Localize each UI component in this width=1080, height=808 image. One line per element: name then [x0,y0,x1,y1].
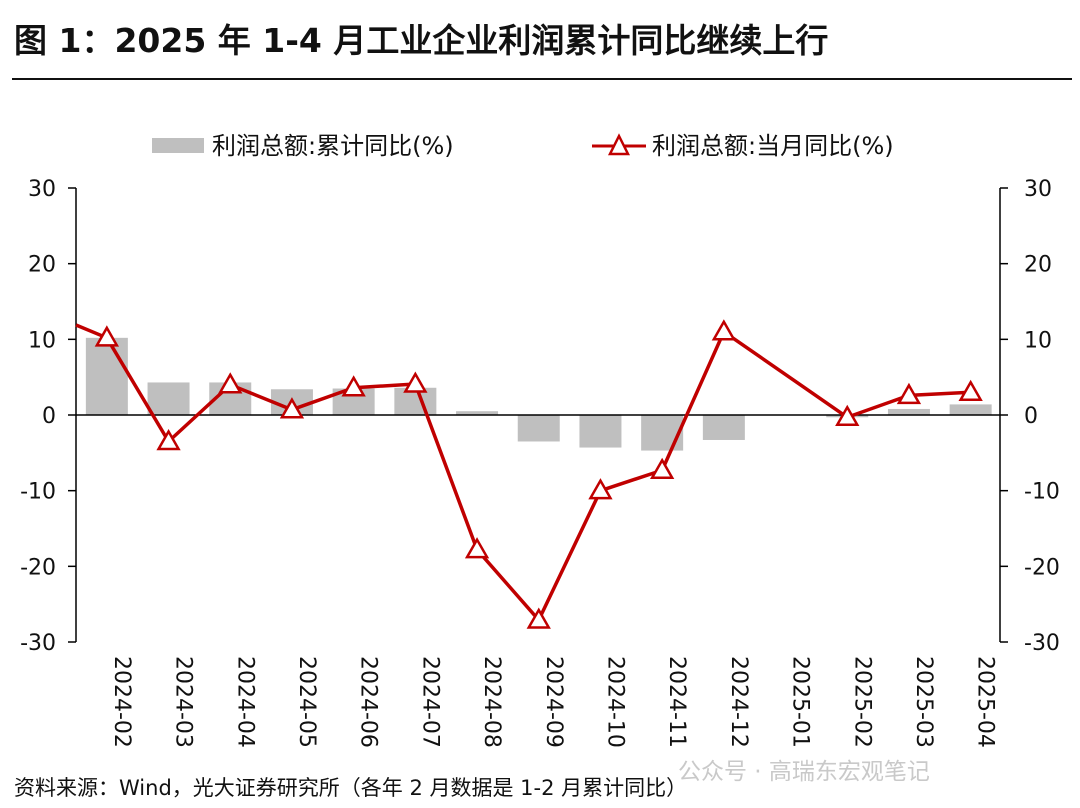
legend: 利润总额:累计同比(%) 利润总额:当月同比(%) [152,132,894,160]
line-point [341,375,366,397]
legend-line-marker [607,133,631,156]
bar [949,404,992,415]
line-point [835,404,860,427]
chart-title: 图 1：2025 年 1-4 月工业企业利润累计同比继续上行 [14,21,829,60]
x-tick-label: 2024-05 [294,656,319,748]
x-tick-label: 2024-11 [664,656,689,748]
y-tick-label-right: -30 [1024,631,1060,656]
line-point [403,371,428,393]
legend-bar-label: 利润总额:累计同比(%) [212,132,454,160]
x-tick-label: 2024-10 [602,656,627,748]
line-point [279,397,305,419]
y-tick-label-left: 0 [42,404,56,429]
bar [85,337,128,415]
watermark: 公众号 · 高瑞东宏观笔记 [678,759,930,785]
bar [517,415,560,442]
line-point [218,372,243,394]
line-point [588,478,613,500]
x-tick-label: 2025-01 [788,656,813,748]
line-point [711,319,737,341]
x-tick-label: 2024-07 [417,656,442,748]
x-tick-label: 2025-02 [849,656,874,748]
line-point [464,537,490,559]
x-tick-label: 2024-03 [171,656,196,748]
line-point [896,382,922,405]
y-tick-label-left: 20 [28,253,56,278]
y-tick-label-right: 30 [1024,177,1052,202]
x-tick-label: 2024-08 [479,656,504,748]
x-tick-label: 2025-04 [973,656,998,748]
legend-line-label: 利润总额:当月同比(%) [652,132,894,160]
line-series [75,319,983,629]
y-tick-label-right: 20 [1024,253,1052,278]
y-tick-label-left: 10 [28,328,56,353]
x-tick-label: 2024-09 [541,656,566,748]
bar [456,411,499,415]
y-tick-label-left: 30 [28,177,56,202]
y-tick-label-left: -20 [20,555,56,580]
title-divider [12,78,1072,80]
bar [579,415,622,448]
x-tick-label: 2024-12 [726,656,751,748]
x-tick-label: 2024-02 [109,656,134,748]
y-tick-label-right: -20 [1024,555,1060,580]
line-point [958,379,983,402]
bar [702,415,745,440]
line-point [156,428,181,451]
y-tick-label-left: -30 [20,631,56,656]
legend-bar-swatch [152,138,204,153]
y-tick-label-right: 10 [1024,328,1052,353]
line-point [94,325,120,347]
x-axis-labels: 2024-02 2024-03 2024-04 2024-05 2024-06 2024-… [109,656,998,748]
line-path [75,323,971,622]
x-tick-label: 2025-03 [911,656,936,748]
y-tick-label-right: 0 [1024,404,1038,429]
axes: 30 30 20 20 10 10 0 0 -10 -10 -20 -20 -30 -30 [20,177,1060,656]
bar [641,415,684,451]
line-point [649,457,675,479]
bar [887,408,930,415]
y-tick-label-left: -10 [20,480,56,505]
source-note: 资料来源：Wind，光大证券研究所（各年 2 月数据是 1-2 月累计同比） [14,776,688,800]
x-tick-label: 2024-06 [356,656,381,748]
x-tick-label: 2024-04 [232,656,257,748]
bar [147,382,190,415]
line-point [526,607,551,629]
y-tick-label-right: -10 [1024,480,1060,505]
